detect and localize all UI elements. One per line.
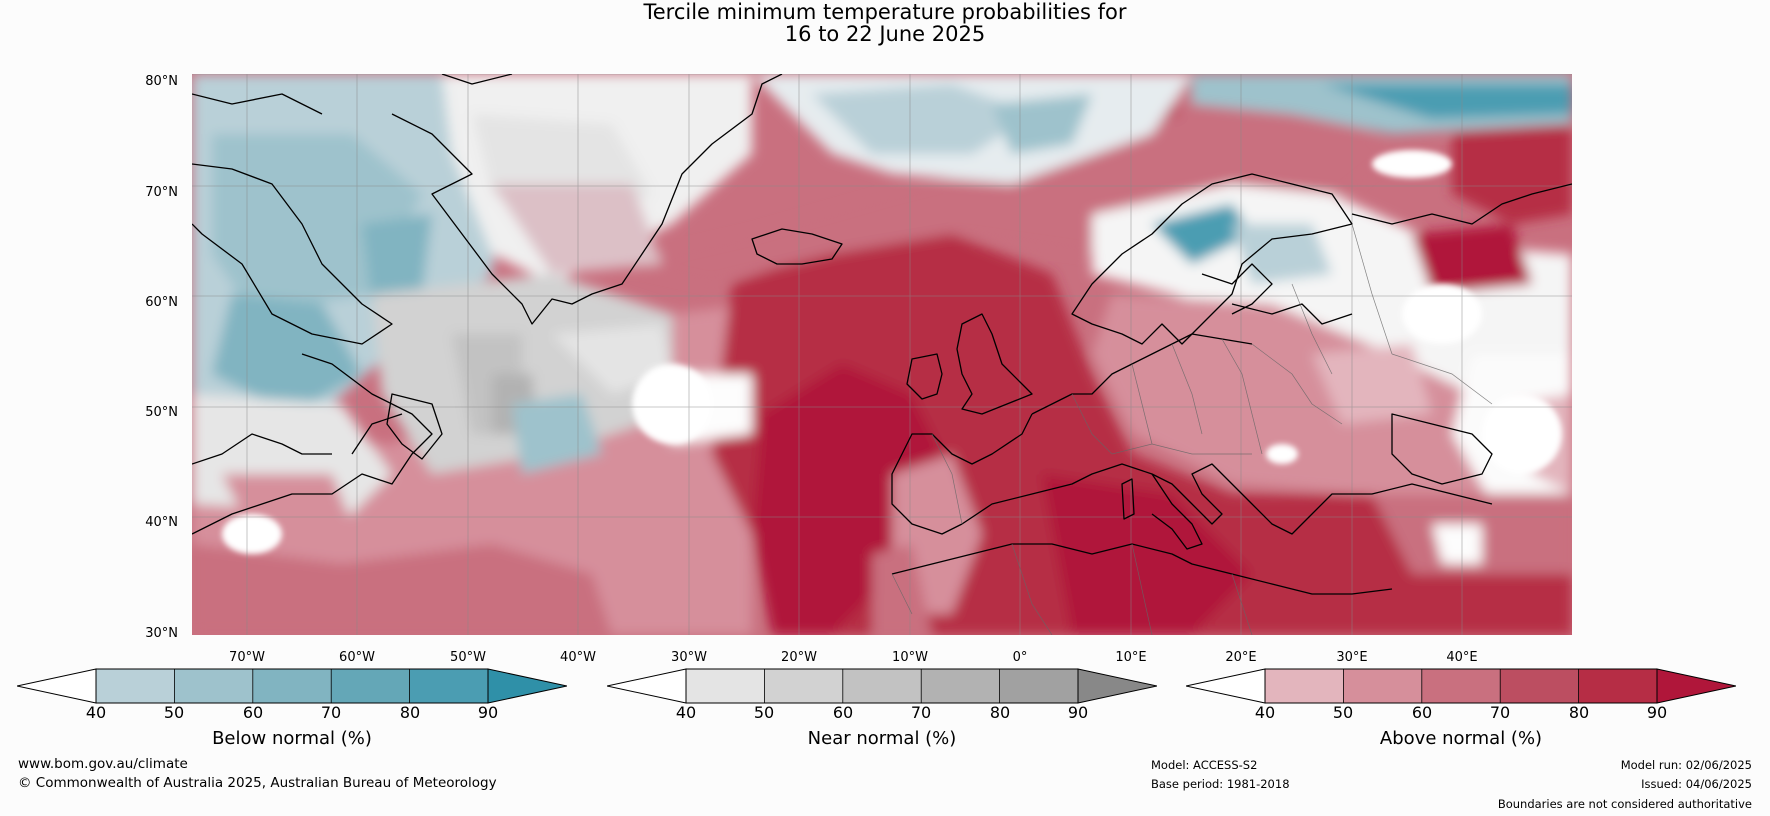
lon-label-20w: 20°W: [781, 650, 817, 665]
lon-label-50w: 50°W: [450, 650, 486, 665]
near-tick-label: 90: [1067, 703, 1089, 722]
below-tick-label: 60: [242, 703, 264, 722]
near-tick-label: 50: [753, 703, 775, 722]
colorbar-segment: [1578, 669, 1657, 703]
colorbar-upper-extension: [1656, 668, 1736, 704]
coastlines: [192, 74, 1572, 595]
above-tick-label: 80: [1568, 703, 1590, 722]
boundaries-disclaimer: Boundaries are not considered authoritat…: [1497, 797, 1752, 811]
above-tick-label: 40: [1254, 703, 1276, 722]
colorbar-upper-extension: [1077, 668, 1157, 704]
colorbar-segment: [1421, 669, 1501, 703]
colorbar-segment: [764, 669, 843, 703]
colorbar-outline: [685, 668, 1079, 704]
colorbar-near-normal: [607, 668, 1157, 704]
probability-map: [192, 74, 1572, 635]
below-tick-label: 70: [320, 703, 342, 722]
base-period: Base period: 1981-2018: [1151, 777, 1290, 791]
lat-label-30n: 30°N: [145, 626, 178, 641]
near-tick-label: 40: [675, 703, 697, 722]
lon-label-70w: 70°W: [229, 650, 265, 665]
colorbar-segment: [1265, 669, 1344, 703]
website-link[interactable]: www.bom.gov.au/climate: [18, 756, 188, 772]
below-tick-label: 50: [163, 703, 185, 722]
colorbar-segment: [1343, 669, 1422, 703]
near-tick-label: 80: [989, 703, 1011, 722]
lat-label-70n: 70°N: [145, 185, 178, 200]
lon-label-40e: 40°E: [1446, 650, 1478, 665]
below-tick-label: 90: [477, 703, 499, 722]
lon-label-10w: 10°W: [892, 650, 928, 665]
colorbar-below-normal: [17, 668, 567, 704]
below-normal-label: Below normal (%): [212, 728, 372, 749]
colorbar-segment: [174, 669, 253, 703]
colorbar-lower-extension: [607, 668, 687, 704]
lon-label-60w: 60°W: [339, 650, 375, 665]
copyright-text: © Commonwealth of Australia 2025, Austra…: [18, 775, 497, 791]
colorbar-segment: [1500, 669, 1579, 703]
map-title-line1: Tercile minimum temperature probabilitie…: [643, 0, 1127, 24]
country-borders: [891, 223, 1493, 635]
probability-shading: [192, 74, 1572, 635]
near-tick-label: 60: [832, 703, 854, 722]
colorbar-outline: [95, 668, 489, 704]
colorbar-lower-extension: [17, 668, 97, 704]
lat-label-50n: 50°N: [145, 405, 178, 420]
near-tick-label: 70: [910, 703, 932, 722]
colorbar-lower-extension: [1186, 668, 1266, 704]
model-name: Model: ACCESS-S2: [1151, 758, 1258, 772]
lon-label-0: 0°: [1012, 650, 1028, 665]
lon-label-30e: 30°E: [1336, 650, 1368, 665]
above-tick-label: 70: [1489, 703, 1511, 722]
colorbar-segment: [842, 669, 922, 703]
colorbar-above-normal: [1186, 668, 1736, 704]
colorbar-segment: [96, 669, 175, 703]
lon-label-20e: 20°E: [1225, 650, 1257, 665]
lon-label-30w: 30°W: [671, 650, 707, 665]
issued-date: Issued: 04/06/2025: [1641, 777, 1752, 791]
colorbar-segment: [921, 669, 1000, 703]
colorbar-segment: [331, 669, 410, 703]
colorbar-upper-extension: [487, 668, 567, 704]
above-tick-label: 60: [1411, 703, 1433, 722]
colorbar-segment: [686, 669, 765, 703]
lat-label-60n: 60°N: [145, 295, 178, 310]
map-svg: [192, 74, 1572, 635]
colorbar-segment: [999, 669, 1078, 703]
lat-label-80n: 80°N: [145, 74, 178, 89]
graticule: [192, 74, 1572, 635]
map-title-line2: 16 to 22 June 2025: [784, 22, 986, 46]
model-run-date: Model run: 02/06/2025: [1620, 758, 1752, 772]
lat-label-40n: 40°N: [145, 515, 178, 530]
below-tick-label: 40: [85, 703, 107, 722]
above-tick-label: 90: [1646, 703, 1668, 722]
below-tick-label: 80: [399, 703, 421, 722]
lon-label-40w: 40°W: [560, 650, 596, 665]
colorbar-segment: [252, 669, 332, 703]
above-normal-label: Above normal (%): [1379, 728, 1543, 749]
colorbar-outline: [1264, 668, 1658, 704]
near-normal-label: Near normal (%): [807, 728, 957, 749]
lon-label-10e: 10°E: [1115, 650, 1147, 665]
above-tick-label: 50: [1332, 703, 1354, 722]
colorbar-segment: [409, 669, 488, 703]
